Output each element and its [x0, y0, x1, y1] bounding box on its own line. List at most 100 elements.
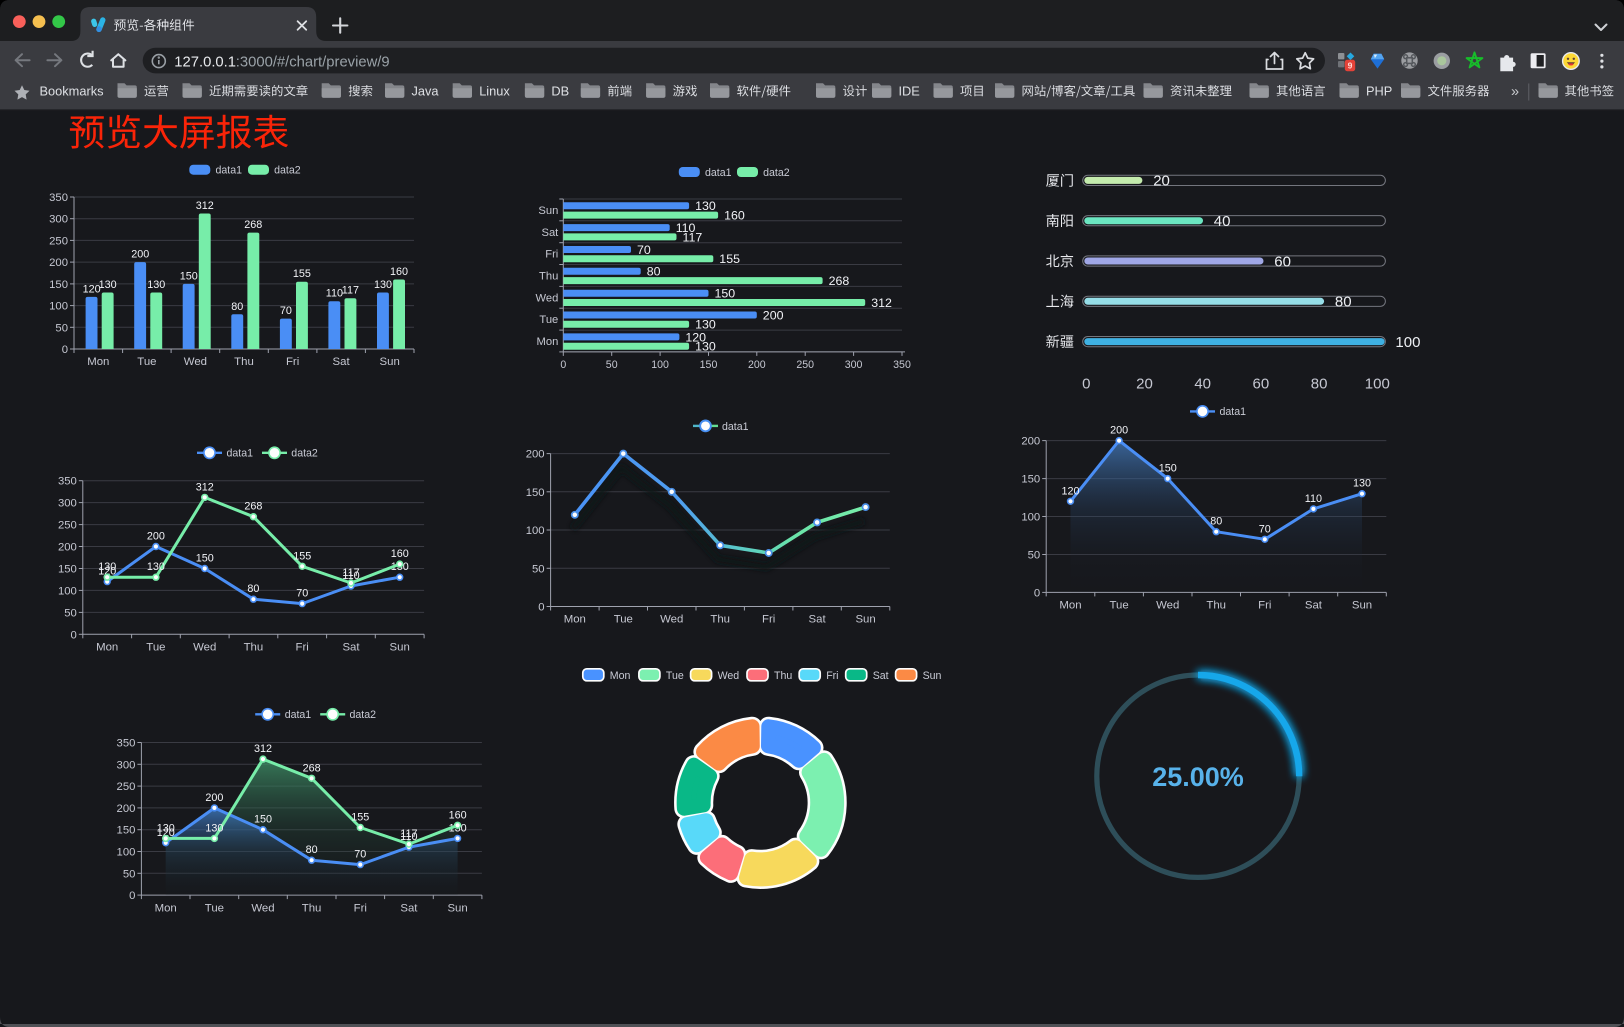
svg-text:70: 70 [637, 243, 651, 257]
svg-text:200: 200 [147, 531, 165, 543]
svg-text:data1: data1 [722, 421, 749, 433]
svg-text:155: 155 [293, 268, 311, 280]
svg-text:110: 110 [1305, 493, 1322, 505]
svg-text:Mon: Mon [610, 670, 631, 682]
svg-text:Java: Java [412, 83, 440, 98]
svg-text:80: 80 [1311, 375, 1328, 392]
svg-text:120: 120 [685, 330, 706, 344]
svg-text:PHP: PHP [1366, 83, 1392, 98]
svg-text:120: 120 [83, 283, 101, 295]
svg-text:200: 200 [49, 257, 68, 269]
svg-text:160: 160 [449, 809, 467, 821]
svg-text:50: 50 [123, 868, 136, 880]
svg-text:200: 200 [1110, 425, 1128, 437]
svg-text:0: 0 [71, 629, 77, 641]
svg-text:Thu: Thu [302, 902, 322, 914]
svg-text:268: 268 [244, 219, 262, 231]
svg-text:120: 120 [157, 827, 175, 839]
svg-text:Wed: Wed [251, 902, 274, 914]
svg-text:200: 200 [131, 249, 149, 261]
svg-text:268: 268 [829, 274, 850, 288]
svg-text:80: 80 [1335, 294, 1352, 311]
svg-text:130: 130 [1353, 478, 1371, 490]
svg-text:DB: DB [551, 83, 569, 98]
svg-text:350: 350 [117, 738, 136, 750]
svg-text:70: 70 [296, 588, 308, 600]
svg-text:80: 80 [306, 844, 318, 856]
svg-text:100: 100 [1021, 512, 1040, 524]
svg-text:Fri: Fri [545, 249, 558, 261]
svg-text:Fri: Fri [762, 614, 775, 626]
svg-text:312: 312 [196, 200, 214, 212]
svg-text:data2: data2 [350, 709, 377, 721]
svg-text:117: 117 [400, 828, 417, 840]
svg-text:Fri: Fri [354, 902, 367, 914]
svg-text:80: 80 [231, 301, 243, 313]
svg-text:data1: data1 [1220, 406, 1247, 418]
svg-text:Wed: Wed [193, 642, 216, 654]
svg-text:Thu: Thu [234, 356, 254, 368]
svg-text:130: 130 [205, 822, 223, 834]
svg-text:0: 0 [62, 344, 68, 356]
svg-text:Wed: Wed [184, 356, 207, 368]
svg-text:130: 130 [99, 279, 117, 291]
svg-text:data2: data2 [291, 448, 318, 460]
svg-text:Sun: Sun [855, 614, 875, 626]
svg-text:300: 300 [58, 498, 77, 510]
svg-text:Sun: Sun [380, 356, 400, 368]
svg-text:Mon: Mon [155, 902, 177, 914]
svg-text:300: 300 [117, 759, 136, 771]
svg-text:100: 100 [1395, 334, 1420, 351]
svg-text:25.00%: 25.00% [1152, 762, 1244, 792]
svg-text:IDE: IDE [899, 83, 920, 98]
svg-text:data2: data2 [274, 165, 301, 177]
svg-text:Fri: Fri [286, 356, 299, 368]
svg-text:80: 80 [247, 583, 259, 595]
svg-text:data1: data1 [216, 165, 243, 177]
svg-text:20: 20 [1136, 375, 1153, 392]
svg-text:100: 100 [117, 847, 136, 859]
svg-text:200: 200 [58, 542, 77, 554]
svg-text:data1: data1 [705, 167, 732, 179]
svg-text:Fri: Fri [1258, 600, 1271, 612]
svg-text:150: 150 [254, 814, 272, 826]
svg-text:50: 50 [55, 322, 68, 334]
svg-text:Tue: Tue [146, 642, 165, 654]
svg-text:312: 312 [196, 481, 214, 493]
svg-text:20: 20 [1153, 173, 1170, 190]
svg-text:130: 130 [147, 279, 165, 291]
svg-text:50: 50 [532, 563, 545, 575]
svg-text:0: 0 [538, 602, 544, 614]
svg-text:Tue: Tue [614, 614, 633, 626]
svg-text:Tue: Tue [137, 356, 156, 368]
svg-text:50: 50 [64, 607, 77, 619]
svg-text:100: 100 [526, 525, 545, 537]
svg-text:110: 110 [326, 288, 343, 300]
svg-text:127.0.0.1: 127.0.0.1 [174, 55, 236, 71]
svg-text:117: 117 [683, 230, 703, 244]
svg-text:Mon: Mon [564, 614, 586, 626]
svg-text:data2: data2 [763, 167, 790, 179]
svg-text:50: 50 [606, 359, 618, 371]
svg-text:312: 312 [254, 743, 272, 755]
svg-text:160: 160 [724, 209, 745, 223]
svg-text:200: 200 [763, 308, 784, 322]
svg-text:Wed: Wed [535, 292, 558, 304]
svg-text:0: 0 [1082, 375, 1090, 392]
svg-text:150: 150 [1021, 474, 1040, 486]
svg-text::3000/#/chart/preview/9: :3000/#/chart/preview/9 [236, 55, 390, 71]
svg-text:data1: data1 [285, 709, 312, 721]
svg-text:80: 80 [1210, 516, 1222, 528]
svg-text:Sat: Sat [400, 902, 418, 914]
svg-text:110: 110 [676, 221, 696, 235]
svg-text:Tue: Tue [205, 902, 224, 914]
svg-text:Thu: Thu [1206, 600, 1226, 612]
svg-text:Sat: Sat [342, 642, 360, 654]
svg-text:Linux: Linux [479, 83, 510, 98]
svg-text:155: 155 [293, 550, 311, 562]
svg-text:40: 40 [1194, 375, 1211, 392]
svg-text:110: 110 [342, 570, 359, 582]
svg-text:80: 80 [647, 265, 661, 279]
svg-text:Sun: Sun [1352, 600, 1372, 612]
svg-text:Mon: Mon [96, 642, 118, 654]
